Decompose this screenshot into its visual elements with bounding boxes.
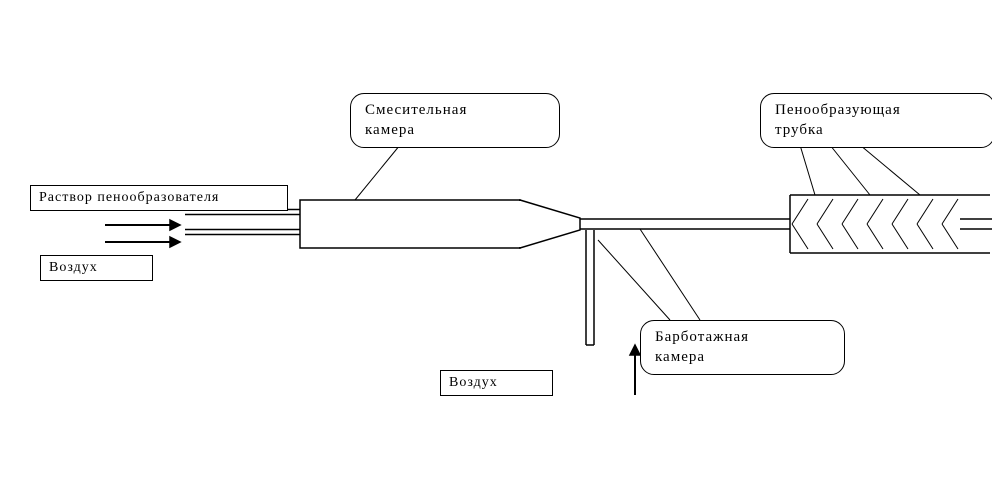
callout-bubbling-chamber: Барботажная камера [640, 320, 845, 375]
callout-mixing-chamber: Смесительная камера [350, 93, 560, 148]
label-air-left: Воздух [40, 255, 153, 281]
callout-foaming-tube: Пенообразующая трубка [760, 93, 992, 148]
label-solution: Раствор пенообразователя [30, 185, 288, 211]
label-air-bottom: Воздух [440, 370, 553, 396]
diagram-stage: Раствор пенообразователя Воздух Воздух С… [0, 0, 992, 500]
diagram-svg [0, 0, 992, 500]
